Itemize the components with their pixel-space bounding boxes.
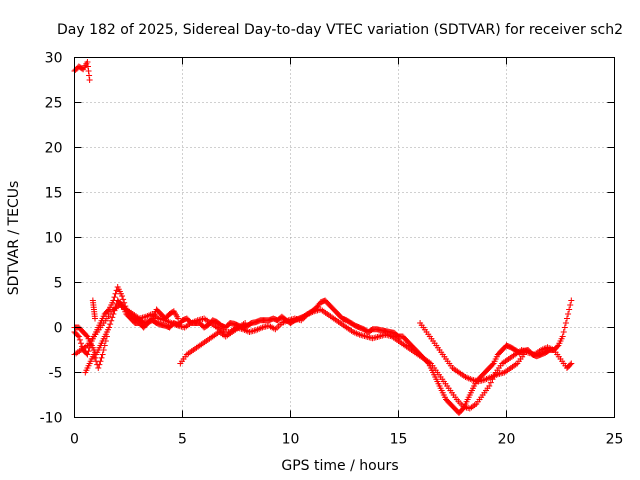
data-point xyxy=(120,296,127,303)
data-point xyxy=(489,361,496,368)
y-tick-label: -10 xyxy=(40,411,63,427)
series-sch2-d xyxy=(71,297,182,358)
data-point xyxy=(83,332,90,339)
data-point xyxy=(74,332,81,339)
data-point xyxy=(104,307,111,314)
data-point xyxy=(117,300,124,307)
data-point xyxy=(85,348,92,355)
y-tick-labels: -10 -5 0 5 10 15 20 25 30 xyxy=(40,51,63,427)
data-point xyxy=(242,320,249,326)
data-point xyxy=(101,342,108,349)
data-points xyxy=(71,59,575,416)
series-sch2-c xyxy=(71,302,575,412)
data-point xyxy=(487,379,494,386)
data-point xyxy=(561,324,568,331)
data-point xyxy=(567,361,574,368)
data-point xyxy=(75,333,82,340)
data-point xyxy=(148,316,155,323)
series-sch2-h xyxy=(89,297,99,322)
data-point xyxy=(175,315,182,322)
data-point xyxy=(554,343,561,350)
data-point xyxy=(103,333,110,340)
data-point xyxy=(77,340,84,347)
x-tick-label: 0 xyxy=(70,432,79,448)
series-sch2-e xyxy=(177,320,249,367)
y-tick-label: 0 xyxy=(54,321,63,337)
data-point xyxy=(85,63,91,70)
y-tick-label: 5 xyxy=(54,276,63,292)
data-point xyxy=(109,314,116,321)
data-point xyxy=(99,351,106,358)
y-tick-label: -5 xyxy=(49,366,63,382)
data-point xyxy=(520,351,527,358)
y-tick-label: 20 xyxy=(45,141,63,157)
data-point xyxy=(568,297,575,304)
data-point xyxy=(565,311,572,317)
x-tick-label: 15 xyxy=(390,432,408,448)
data-point xyxy=(112,304,119,311)
data-point xyxy=(95,365,102,371)
x-axis-label: GPS time / hours xyxy=(281,458,398,474)
x-tick-label: 10 xyxy=(282,432,300,448)
data-point xyxy=(111,307,118,314)
data-point xyxy=(100,347,107,353)
data-point xyxy=(92,315,99,322)
x-tick-label: 20 xyxy=(498,432,516,448)
data-point xyxy=(110,311,117,317)
series-sch2-g xyxy=(82,333,110,376)
data-point xyxy=(98,354,105,361)
data-point xyxy=(563,315,570,322)
axis-ticks xyxy=(74,57,615,418)
data-point xyxy=(76,336,83,343)
data-point xyxy=(567,302,574,308)
data-point xyxy=(562,320,569,326)
data-point xyxy=(560,329,567,335)
data-point xyxy=(486,383,493,389)
x-tick-label: 25 xyxy=(606,432,624,448)
data-point xyxy=(107,321,114,328)
data-point xyxy=(566,306,573,313)
data-point xyxy=(90,351,97,358)
data-point xyxy=(111,294,118,301)
y-tick-label: 15 xyxy=(45,186,63,202)
data-point xyxy=(92,354,99,361)
data-point xyxy=(102,338,109,344)
series-sch2-b xyxy=(71,284,575,416)
data-point xyxy=(119,293,126,299)
data-point xyxy=(97,358,104,365)
series-sch2-f xyxy=(417,320,527,385)
data-point xyxy=(85,68,92,74)
y-tick-label: 30 xyxy=(45,51,63,67)
data-point xyxy=(96,361,103,368)
data-point xyxy=(84,351,91,358)
data-point xyxy=(108,317,115,324)
x-tick-labels: 0 5 10 15 20 25 xyxy=(70,432,623,448)
y-axis-label: SDTVAR / TECUs xyxy=(6,181,22,296)
data-point xyxy=(568,360,575,367)
data-point xyxy=(86,77,93,83)
chart-title: Day 182 of 2025, Sidereal Day-to-day VTE… xyxy=(57,22,623,38)
grid xyxy=(74,57,615,418)
data-point xyxy=(84,59,91,65)
data-point xyxy=(112,290,119,297)
y-tick-label: 10 xyxy=(45,231,63,247)
data-point xyxy=(86,72,93,79)
y-tick-label: 25 xyxy=(45,96,63,112)
data-point xyxy=(559,333,566,340)
data-point xyxy=(106,324,113,331)
x-tick-label: 5 xyxy=(178,432,187,448)
